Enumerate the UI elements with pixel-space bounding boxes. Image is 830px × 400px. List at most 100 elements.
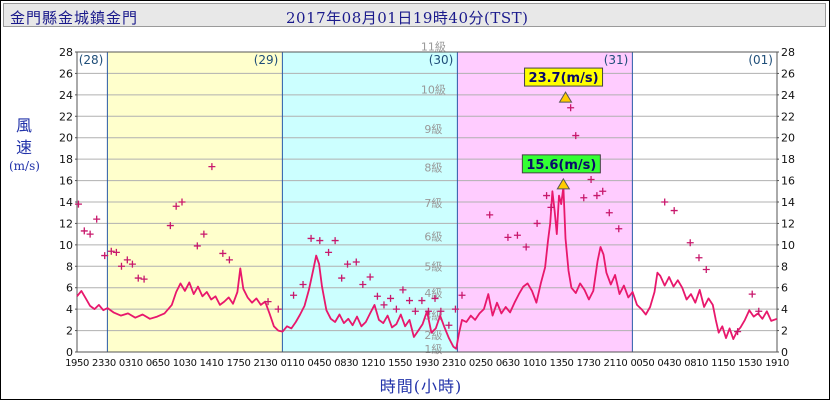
gust-marker — [504, 233, 512, 241]
x-tick-label: 1210 — [361, 358, 385, 369]
gust-marker — [101, 252, 109, 260]
gust-marker — [513, 231, 521, 239]
gust-marker — [117, 262, 125, 270]
x-tick-label: 0630 — [496, 358, 520, 369]
y-axis-label-line1: 風 — [15, 116, 32, 135]
peak-label-box — [521, 154, 601, 174]
gust-marker — [380, 301, 388, 309]
y-axis-unit: (m/s) — [9, 159, 40, 173]
y-tick-label-right: 14 — [781, 196, 795, 209]
beaufort-label: 10級 — [421, 84, 446, 97]
beaufort-label: 5級 — [424, 260, 442, 273]
y-tick-label-left: 24 — [59, 89, 73, 102]
gust-marker — [522, 243, 530, 251]
y-tick-label-left: 18 — [59, 153, 73, 166]
gust-marker — [599, 187, 607, 195]
y-tick-label-right: 22 — [781, 110, 795, 123]
gust-marker — [366, 273, 374, 281]
y-tick-label-left: 4 — [66, 303, 73, 316]
gust-marker — [166, 222, 174, 230]
gust-marker — [580, 194, 588, 202]
x-tick-label: 1350 — [550, 358, 574, 369]
gust-marker — [172, 202, 180, 210]
y-tick-label-right: 16 — [781, 175, 795, 188]
y-tick-label-right: 18 — [781, 153, 795, 166]
gust-marker — [299, 281, 307, 288]
beaufort-label: 6級 — [424, 230, 442, 243]
gust-marker — [178, 198, 186, 206]
peak-label: 15.6(m/s) — [526, 158, 596, 173]
y-tick-label-right: 2 — [781, 325, 788, 338]
y-tick-label-right: 28 — [781, 46, 795, 59]
y-tick-label-left: 10 — [59, 239, 73, 252]
y-tick-label-left: 16 — [59, 175, 73, 188]
beaufort-label: 1級 — [424, 343, 442, 356]
x-tick-label: 1410 — [200, 358, 224, 369]
y-tick-label-right: 12 — [781, 217, 795, 230]
y-tick-label-left: 8 — [66, 260, 73, 273]
gust-marker — [572, 132, 580, 140]
gust-marker — [307, 234, 315, 242]
station-name: 金門縣金城鎮金門 — [10, 9, 139, 27]
x-tick-label: 0110 — [280, 358, 304, 369]
gust-marker — [755, 307, 763, 315]
y-tick-label-left: 22 — [59, 110, 73, 123]
x-tick-label: 0830 — [334, 358, 358, 369]
gust-marker — [86, 230, 94, 238]
gust-marker — [352, 258, 360, 266]
x-tick-label: 2130 — [254, 358, 278, 369]
gust-marker — [387, 294, 395, 302]
series-line — [76, 186, 778, 350]
gust-marker — [418, 297, 426, 305]
gust-marker — [107, 247, 115, 255]
y-tick-label-left: 28 — [59, 46, 73, 59]
gust-marker — [264, 298, 272, 306]
gust-marker — [486, 211, 494, 219]
title-bar: 金門縣金城鎮金門 2017年08月01日19時40分(TST) — [3, 3, 826, 27]
gust-marker — [451, 305, 459, 313]
gust-marker — [587, 176, 595, 183]
x-tick-label: 0650 — [146, 358, 170, 369]
x-tick-label: 0430 — [657, 358, 681, 369]
gust-marker — [225, 256, 233, 264]
gust-marker — [331, 237, 339, 245]
gust-marker — [112, 248, 120, 256]
gust-marker — [445, 321, 453, 329]
x-tick-label: 1930 — [415, 358, 439, 369]
beaufort-label: 8級 — [424, 162, 442, 175]
y-tick-label-right: 26 — [781, 67, 795, 80]
gust-marker — [458, 291, 466, 299]
gust-marker — [134, 274, 142, 282]
y-tick-label-right: 10 — [781, 239, 795, 252]
beaufort-label: 11級 — [421, 41, 446, 54]
x-tick-label: 1950 — [65, 358, 89, 369]
x-tick-label: 1150 — [711, 358, 735, 369]
gust-marker — [748, 290, 756, 298]
gust-marker — [399, 286, 407, 294]
gust-marker — [373, 292, 381, 300]
gust-marker — [615, 225, 623, 233]
y-tick-label-right: 8 — [781, 260, 788, 273]
gust-marker — [344, 260, 352, 268]
beaufort-label: 9級 — [424, 123, 442, 136]
gust-marker — [661, 198, 669, 206]
x-tick-label: 1550 — [388, 358, 412, 369]
gust-marker — [274, 305, 282, 313]
x-tick-label: 1730 — [577, 358, 601, 369]
gust-marker — [316, 237, 324, 245]
gust-marker — [567, 104, 575, 112]
x-tick-label: 1910 — [765, 358, 789, 369]
y-tick-label-left: 6 — [66, 282, 73, 295]
y-tick-label-right: 24 — [781, 89, 795, 102]
gust-marker — [406, 297, 413, 305]
gust-marker — [593, 192, 601, 200]
y-tick-label-left: 20 — [59, 132, 73, 145]
observation-time: 2017年08月01日19時40分(TST) — [286, 9, 529, 27]
x-tick-label: 1750 — [227, 358, 251, 369]
gust-marker — [219, 249, 227, 257]
y-tick-label-right: 4 — [781, 303, 788, 316]
gust-marker — [74, 200, 82, 208]
day-label: (31) — [604, 53, 629, 67]
x-tick-label: 0250 — [469, 358, 493, 369]
